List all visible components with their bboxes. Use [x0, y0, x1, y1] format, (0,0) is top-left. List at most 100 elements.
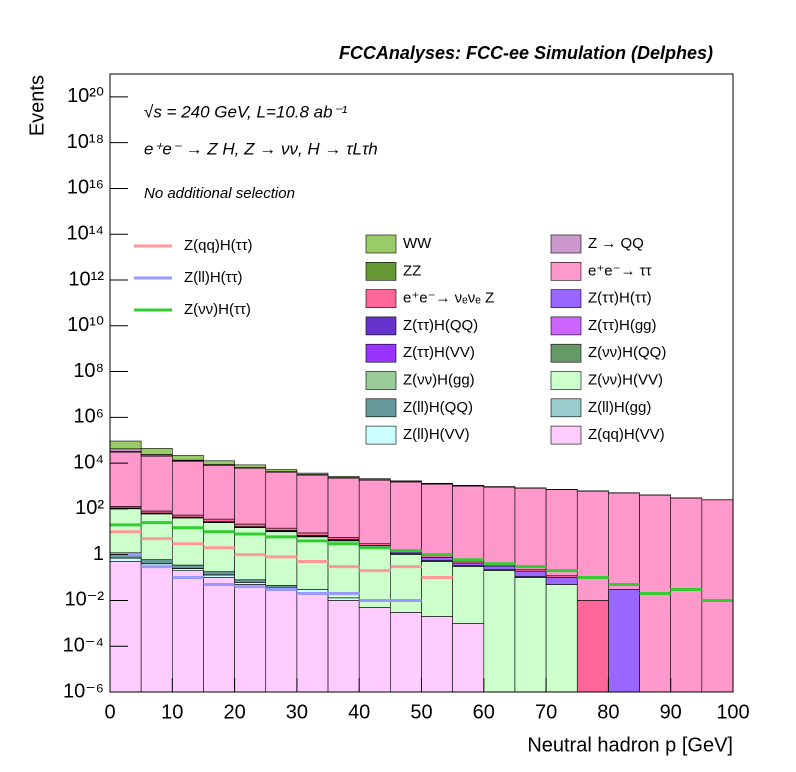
y-axis-label: Events — [26, 75, 48, 136]
legend-swatch — [365, 425, 397, 445]
x-tick-label: 90 — [660, 701, 682, 723]
y-tick-label: 10¹² — [68, 268, 104, 290]
bar-segment — [109, 448, 142, 452]
bar-segment — [140, 455, 173, 512]
legend-swatch — [550, 371, 582, 390]
bar-segment — [421, 482, 453, 485]
bar-segment — [265, 469, 298, 472]
legend-label: WW — [403, 235, 432, 252]
x-tick-label: 70 — [535, 701, 557, 723]
legend-swatch — [365, 316, 397, 336]
legend-label: ZZ — [403, 262, 421, 279]
bar-segment — [327, 540, 360, 599]
x-tick-label: 60 — [473, 701, 495, 723]
bar-segment — [140, 448, 173, 455]
bar-segment — [701, 499, 734, 693]
bar-segment — [452, 562, 485, 566]
legend-label: e⁺e⁻→ ττ — [588, 262, 652, 279]
bar-segment — [576, 490, 609, 601]
bar-segment — [576, 600, 609, 693]
bar-segment — [421, 561, 453, 617]
bar-segment — [172, 460, 204, 516]
x-tick-label: 10 — [161, 701, 183, 723]
x-tick-label: 80 — [597, 701, 619, 723]
bar-segment — [109, 440, 142, 450]
legend-label: Z(qq)H(ττ) — [184, 237, 253, 254]
bar-segment — [296, 532, 329, 536]
bar-segment — [296, 472, 329, 475]
legend-label: Z(ll)H(ττ) — [184, 269, 243, 286]
x-tick-label: 100 — [716, 701, 749, 723]
bar-segment — [452, 566, 485, 624]
y-tick-label: 10⁻⁴ — [63, 635, 104, 657]
y-tick-label: 10²⁰ — [67, 85, 104, 107]
bar-segment — [234, 464, 267, 468]
legend-label: Z(ll)H(VV) — [403, 426, 470, 443]
bar-segment — [203, 464, 235, 520]
bar-segment — [452, 560, 485, 564]
bar-segment — [109, 451, 142, 507]
bar-segment — [172, 514, 204, 518]
legend-label: Z(νν)H(ττ) — [184, 301, 251, 318]
x-axis-label: Neutral hadron p [GeV] — [527, 734, 733, 756]
bar-segment — [296, 474, 329, 534]
bar-segment — [234, 584, 267, 693]
bar-segment — [545, 577, 578, 585]
bar-segment — [390, 481, 422, 551]
bar-segment — [265, 471, 298, 529]
x-tick-label: 30 — [286, 701, 308, 723]
legend-swatch — [550, 234, 582, 254]
legend-label: e⁺e⁻→ νₑνₑ Z — [403, 290, 494, 307]
bar-segment — [203, 577, 235, 693]
bar-segment — [670, 497, 703, 693]
chart-title: FCCAnalyses: FCC-ee Simulation (Delphes) — [339, 43, 713, 63]
bar-segment — [483, 570, 516, 693]
bar-segment — [234, 579, 267, 583]
bar-segment — [265, 531, 298, 586]
bar-segment — [327, 477, 360, 538]
annotation: √s = 240 GeV, L=10.8 ab⁻¹ — [144, 102, 348, 121]
legend-label: Z(νν)H(QQ) — [588, 344, 666, 361]
x-tick-label: 50 — [410, 701, 432, 723]
annotation: e⁺e⁻ → Z H, Z → νν, H → τLτh — [144, 139, 378, 158]
bar-segment — [514, 487, 547, 571]
y-tick-label: 10⁻⁶ — [63, 680, 104, 702]
bar-segment — [452, 485, 485, 562]
bar-segment — [296, 536, 329, 590]
bar-segment — [172, 570, 204, 693]
y-tick-label: 10⁸ — [73, 360, 104, 382]
bar-segment — [545, 584, 578, 693]
legend-label: Z(ττ)H(gg) — [588, 317, 657, 334]
bar-segment — [172, 564, 204, 569]
y-tick-label: 10² — [75, 497, 104, 519]
legend-label: Z(ττ)H(QQ) — [403, 317, 478, 334]
legend-swatch — [550, 343, 582, 363]
legend-label: Z(νν)H(gg) — [403, 371, 475, 388]
bar-segment — [109, 561, 142, 693]
y-tick-label: 10⁴ — [73, 451, 104, 473]
bar-segment — [390, 612, 422, 693]
bar-segment — [421, 616, 453, 693]
y-tick-label: 10¹⁴ — [67, 223, 105, 245]
legend-label: Z(ll)H(QQ) — [403, 399, 473, 416]
bar-segment — [358, 478, 391, 481]
legend-swatch — [550, 261, 582, 281]
bar-segment — [172, 517, 204, 566]
bar-segment — [265, 527, 298, 531]
bar-segment — [265, 585, 298, 589]
annotation: No additional selection — [144, 185, 295, 202]
x-tick-label: 40 — [348, 701, 370, 723]
legend-swatch — [365, 289, 397, 308]
y-tick-label: 10⁻² — [65, 589, 105, 611]
bar-segment — [483, 486, 516, 565]
bar-segment — [421, 483, 453, 556]
bar-segment — [390, 554, 422, 613]
bar-segment — [265, 589, 298, 693]
bar-segment — [608, 589, 640, 693]
bar-segment — [172, 455, 204, 461]
bar-segment — [296, 593, 329, 693]
bar-segment — [140, 566, 173, 693]
bar-segment — [327, 600, 360, 693]
bar-segment — [608, 492, 640, 590]
bar-segment — [109, 557, 142, 562]
